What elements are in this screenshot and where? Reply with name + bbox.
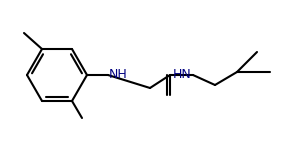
Text: NH: NH bbox=[109, 68, 128, 81]
Text: HN: HN bbox=[173, 68, 192, 81]
